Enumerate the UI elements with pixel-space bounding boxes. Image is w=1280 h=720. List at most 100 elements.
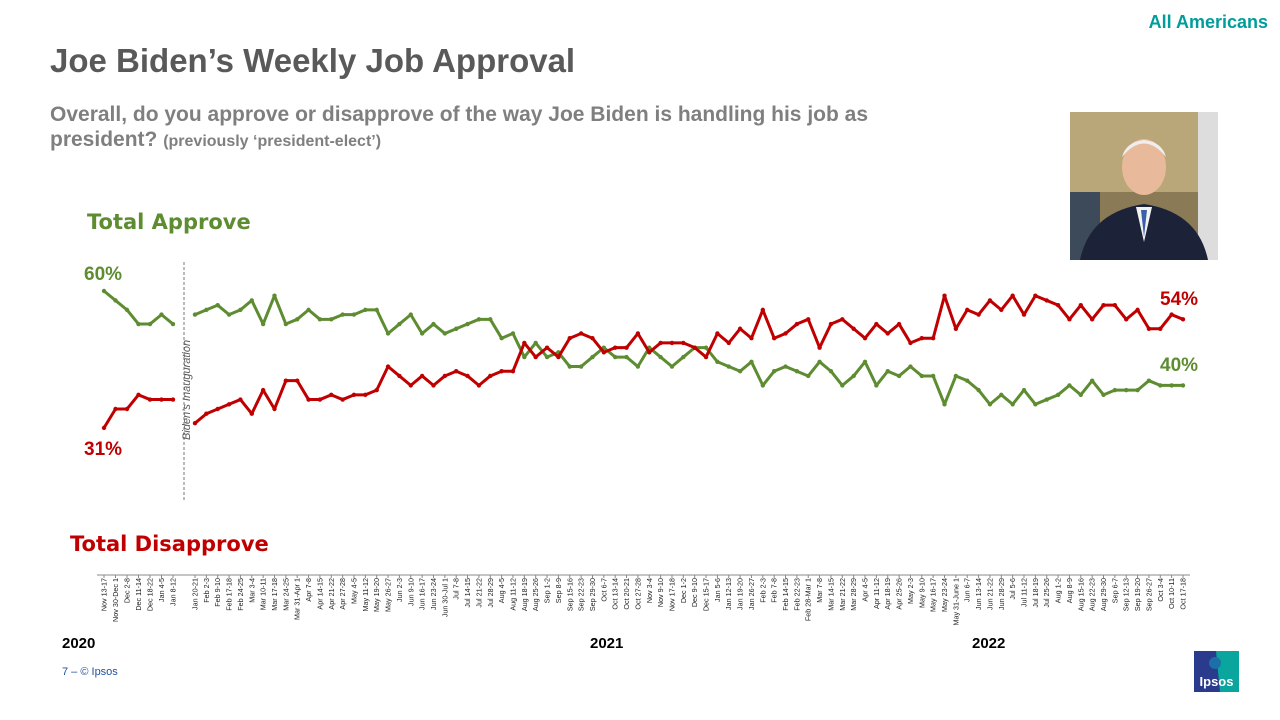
disapprove-point [783,331,788,336]
x-tick-label: Dec 18-22 [146,578,155,611]
approve-point [749,359,754,364]
approve-point [987,402,993,407]
disapprove-point [442,373,448,379]
x-tick-label: Jun 2-3 [395,578,404,602]
disapprove-point [578,331,584,336]
x-tick-label: Oct 27-28 [633,578,642,610]
x-tick-label: Mar 24-25 [281,578,290,611]
x-tick-label: Sep 29-30 [588,578,597,611]
approve-point [238,307,243,313]
x-tick-label: Aug 8-9 [1065,578,1074,603]
approve-point [567,364,572,369]
approve-point [919,373,925,379]
disapprove-point [544,345,550,350]
approve-point [862,359,868,364]
approve-point [771,369,777,374]
approve-point [612,354,618,360]
disapprove-point [238,397,243,402]
disapprove-point [862,336,868,341]
approve-point [896,373,902,379]
approve-point [794,369,800,374]
x-tick-label: Jun 13-14 [974,578,983,610]
disapprove-point [1112,302,1118,308]
approve-point [578,364,584,369]
approve-point [726,364,731,369]
disapprove-point [692,345,697,350]
x-tick-label: Mar 7-8 [815,578,824,603]
disapprove-point [987,298,993,303]
disapprove-point [1021,312,1027,317]
disapprove-point [147,397,153,402]
disapprove-point [703,354,709,360]
disapprove-point [1033,293,1038,298]
x-tick-label: Mar 21-22 [838,578,847,611]
x-tick-label: Nov 9-10 [656,578,665,607]
approve-point [1078,392,1083,398]
disapprove-point [1055,302,1061,308]
x-tick-label: Jul 18-19 [1031,578,1040,608]
x-tick-label: Feb 22-23 [792,578,801,611]
x-tick-label: Nov 13-17 [100,578,109,611]
approve-point [533,340,538,346]
approve-point [272,293,277,298]
disapprove-point [385,364,391,369]
x-tick-label: Apr 11-12 [872,578,881,609]
approve-point [317,317,323,322]
x-tick-label: May 16-17 [929,578,938,612]
disapprove-point [715,331,720,336]
approve-point [488,317,493,322]
disapprove-point [113,406,118,412]
question: Overall, do you approve or disapprove of… [50,103,869,151]
disapprove-point [306,397,311,402]
x-tick-label: Jan 19-20 [736,578,745,610]
approve-start-label: 60% [84,264,122,285]
disapprove-point [556,354,561,360]
x-tick-label: Dec 9-10 [690,578,699,607]
approve-point [1101,392,1106,398]
x-tick-label: Oct 13-14 [611,578,620,610]
disapprove-point [204,411,209,416]
disapprove-point [953,326,959,331]
disapprove-point [1089,317,1095,322]
x-tick-label: Feb 17-18 [225,578,234,611]
approve-point [442,331,448,336]
ipsos-logo: Ipsos [1194,651,1239,692]
disapprove-point [590,336,595,341]
approve-point [1021,387,1027,393]
x-tick-label: Apr 25-26 [895,578,904,610]
x-tick-label: Sep 22-23 [577,578,586,611]
disapprove-point [635,331,641,336]
x-tick-label: Aug 1-2 [1054,578,1063,603]
disapprove-point [612,345,618,350]
x-tick-label: Jun 6-7 [963,578,972,602]
approve-point [374,307,379,313]
disapprove-point [885,331,890,336]
x-tick-label: Jul 25-26 [1042,578,1051,608]
x-tick-label: Aug 25-26 [531,578,540,611]
disapprove-point [749,336,754,341]
disapprove-point [1044,298,1049,303]
x-tick-label: Sep 6-7 [1110,578,1119,603]
approve-point [999,392,1004,398]
x-tick-label: Oct 10-11 [1167,578,1176,609]
approve-point [930,373,936,379]
approve-point [908,364,913,369]
x-tick-label: Jan 8-12 [169,578,178,606]
x-tick-label: May 11-12 [361,578,370,611]
approve-point [783,364,788,369]
approve-point [828,369,834,374]
disapprove-point [681,340,686,346]
disapprove-point [624,345,629,350]
approve-point [624,354,629,360]
x-tick-label: Jun 16-17 [418,578,427,610]
disapprove-point [431,383,436,388]
x-tick-label: Apr 21-22 [327,578,336,610]
x-tick-label: Nov 17-18 [667,578,676,611]
disapprove-point [101,425,107,431]
approve-point [737,369,743,374]
x-tick-label: Feb 2-3 [758,578,767,603]
approve-point [385,331,391,336]
x-tick-label: Aug 22-23 [1088,578,1097,611]
disapprove-point [1101,302,1106,308]
x-tick-label: Sep 15-16 [565,578,574,611]
